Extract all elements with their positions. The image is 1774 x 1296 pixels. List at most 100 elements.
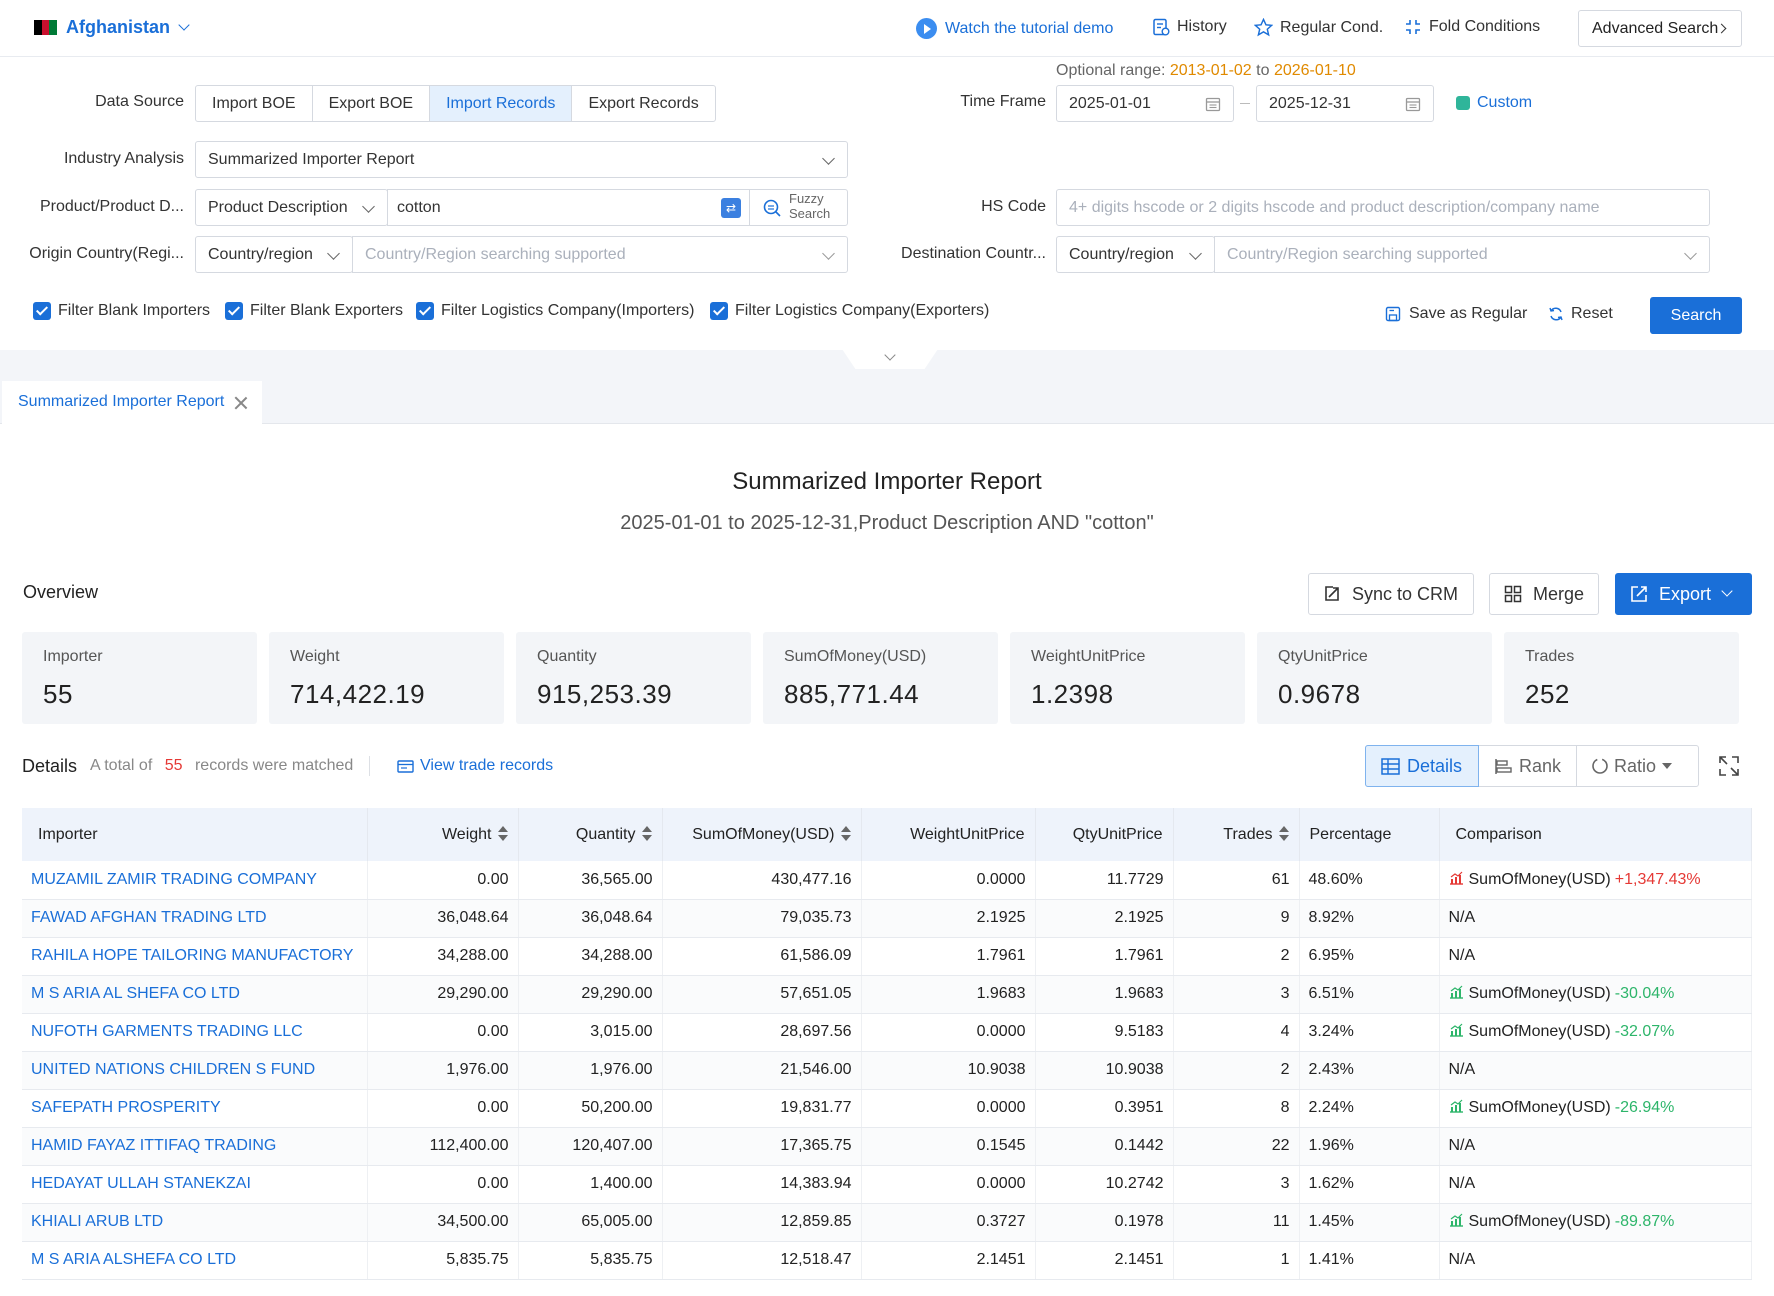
product-input[interactable]: cotton ⇄ [387, 189, 750, 226]
importer-link[interactable]: MUZAMIL ZAMIR TRADING COMPANY [22, 861, 368, 900]
importer-link[interactable]: HAMID FAYAZ ITTIFAQ TRADING [22, 1127, 368, 1166]
column-header-weight[interactable]: Weight [367, 808, 519, 861]
calendar-icon [1405, 97, 1421, 112]
card-title: QtyUnitPrice [1278, 648, 1368, 665]
data-source-label: Data Source [95, 93, 184, 110]
importer-link[interactable]: M S ARIA ALSHEFA CO LTD [22, 1241, 368, 1280]
importer-link[interactable]: M S ARIA AL SHEFA CO LTD [22, 975, 368, 1014]
importer-link[interactable]: RAHILA HOPE TAILORING MANUFACTORY [22, 937, 368, 976]
filter-logistics-importers-checkbox[interactable]: Filter Logistics Company(Importers) [416, 302, 694, 320]
table-row[interactable]: SAFEPATH PROSPERITY 0.00 50,200.00 19,831.7… [22, 1089, 1752, 1128]
industry-analysis-select[interactable]: Summarized Importer Report [195, 141, 848, 178]
percentage-cell: 1.96% [1299, 1127, 1440, 1166]
overview-card-sumofmoney: SumOfMoney(USD) 885,771.44 [763, 632, 998, 724]
checkbox-label: Filter Blank Exporters [250, 302, 403, 319]
trend-down-icon [1449, 1213, 1463, 1227]
origin-country-input[interactable]: Country/Region searching supported [352, 236, 848, 273]
table-row[interactable]: M S ARIA ALSHEFA CO LTD 5,835.75 5,835.75 1… [22, 1241, 1752, 1280]
importer-link[interactable]: SAFEPATH PROSPERITY [22, 1089, 368, 1128]
destination-country-input[interactable]: Country/Region searching supported [1214, 236, 1710, 273]
trades-cell: 2 [1173, 937, 1300, 976]
table-row[interactable]: HAMID FAYAZ ITTIFAQ TRADING 112,400.00 120… [22, 1127, 1752, 1166]
time-start-input[interactable]: 2025-01-01 [1056, 85, 1234, 122]
view-details-button[interactable]: Details [1365, 745, 1479, 787]
column-header-quantity[interactable]: Quantity [518, 808, 663, 861]
time-end-input[interactable]: 2025-12-31 [1256, 85, 1434, 122]
dest-type-select[interactable]: Country/region [1056, 236, 1215, 273]
comparison-label: SumOfMoney(USD) [1468, 985, 1611, 1002]
close-icon[interactable] [234, 396, 248, 410]
view-ratio-button[interactable]: Ratio [1577, 746, 1698, 786]
table-row[interactable]: M S ARIA AL SHEFA CO LTD 29,290.00 29,290.… [22, 975, 1752, 1014]
importer-link[interactable]: UNITED NATIONS CHILDREN S FUND [22, 1051, 368, 1090]
column-header-percentage: Percentage [1299, 808, 1440, 861]
table-row[interactable]: FAWAD AFGHAN TRADING LTD 36,048.64 36,048.… [22, 899, 1752, 938]
merge-button[interactable]: Merge [1489, 573, 1599, 615]
reset-button[interactable]: Reset [1548, 305, 1613, 323]
table-row[interactable]: RAHILA HOPE TAILORING MANUFACTORY 34,288.… [22, 937, 1752, 976]
chevron-down-icon [362, 200, 375, 213]
collapse-panel-toggle[interactable] [842, 349, 938, 369]
export-button[interactable]: Export [1615, 573, 1752, 615]
report-subtitle: 2025-01-01 to 2025-12-31,Product Descrip… [620, 512, 1154, 534]
tab-summarized-importer-report[interactable]: Summarized Importer Report [2, 381, 262, 425]
view-rank-button[interactable]: Rank [1479, 746, 1577, 786]
regular-conditions-button[interactable]: Regular Cond. [1254, 18, 1383, 37]
data-source-export-boe[interactable]: Export BOE [313, 86, 431, 121]
card-value: 1.2398 [1031, 679, 1114, 709]
weightunitprice-cell: 1.9683 [861, 975, 1036, 1014]
importer-link[interactable]: FAWAD AFGHAN TRADING LTD [22, 899, 368, 938]
comparison-cell: N/A [1439, 1241, 1752, 1280]
column-header-sumofmoney[interactable]: SumOfMoney(USD) [662, 808, 862, 861]
quantity-cell: 120,407.00 [518, 1127, 663, 1166]
importer-link[interactable]: HEDAYAT ULLAH STANEKZAI [22, 1165, 368, 1204]
overview-card-weight: Weight 714,422.19 [269, 632, 504, 724]
origin-placeholder: Country/Region searching supported [365, 246, 626, 263]
column-header-trades[interactable]: Trades [1173, 808, 1300, 861]
column-label: Quantity [575, 825, 636, 843]
save-as-regular-button[interactable]: Save as Regular [1385, 305, 1527, 323]
filter-logistics-exporters-checkbox[interactable]: Filter Logistics Company(Exporters) [710, 302, 989, 320]
tutorial-link[interactable]: Watch the tutorial demo [916, 18, 1113, 39]
filter-blank-exporters-checkbox[interactable]: Filter Blank Exporters [225, 302, 403, 320]
quantity-cell: 1,400.00 [518, 1165, 663, 1204]
percentage-cell: 2.43% [1299, 1051, 1440, 1090]
weight-cell: 5,835.75 [367, 1241, 519, 1280]
trend-down-icon [1449, 1023, 1463, 1037]
product-type-select[interactable]: Product Description [195, 189, 388, 226]
data-source-export-records[interactable]: Export Records [588, 95, 699, 112]
fold-conditions-button[interactable]: Fold Conditions [1404, 18, 1540, 36]
sort-icon[interactable] [1278, 826, 1289, 842]
table-row[interactable]: UNITED NATIONS CHILDREN S FUND 1,976.00 1,… [22, 1051, 1752, 1090]
filter-blank-importers-checkbox[interactable]: Filter Blank Importers [33, 302, 210, 320]
fuzzy-search-button[interactable]: Fuzzy Search [749, 189, 848, 226]
data-source-import-records[interactable]: Import Records [430, 86, 573, 121]
weight-cell: 0.00 [367, 1089, 519, 1128]
data-source-import-boe[interactable]: Import BOE [196, 86, 313, 121]
table-row[interactable]: MUZAMIL ZAMIR TRADING COMPANY 0.00 36,565.… [22, 861, 1752, 900]
sync-to-crm-button[interactable]: Sync to CRM [1308, 573, 1474, 615]
search-button[interactable]: Search [1650, 297, 1742, 334]
importer-link[interactable]: KHIALI ARUB LTD [22, 1203, 368, 1242]
importer-link[interactable]: NUFOTH GARMENTS TRADING LLC [22, 1013, 368, 1052]
sort-icon[interactable] [840, 826, 851, 842]
hs-code-input[interactable]: 4+ digits hscode or 2 digits hscode and … [1056, 189, 1710, 226]
table-row[interactable]: NUFOTH GARMENTS TRADING LLC 0.00 3,015.00 2… [22, 1013, 1752, 1052]
sumofmoney-cell: 17,365.75 [662, 1127, 862, 1166]
translate-icon[interactable]: ⇄ [721, 198, 741, 218]
top-bar: Afghanistan Watch the tutorial demo Hist… [0, 0, 1774, 57]
view-trade-records-link[interactable]: View trade records [397, 757, 553, 775]
history-button[interactable]: History [1152, 18, 1227, 36]
country-selector[interactable]: Afghanistan [34, 17, 190, 38]
fullscreen-icon[interactable] [1718, 755, 1740, 777]
table-row[interactable]: KHIALI ARUB LTD 34,500.00 65,005.00 12,859.… [22, 1203, 1752, 1242]
chevron-down-icon [1189, 247, 1202, 260]
chevron-down-icon [1721, 585, 1733, 597]
sort-icon[interactable] [641, 826, 652, 842]
table-row[interactable]: HEDAYAT ULLAH STANEKZAI 0.00 1,400.00 14,38… [22, 1165, 1752, 1204]
advanced-search-button[interactable]: Advanced Search [1578, 10, 1742, 47]
origin-type-select[interactable]: Country/region [195, 236, 353, 273]
sort-icon[interactable] [497, 826, 508, 842]
custom-button[interactable]: Custom [1456, 94, 1532, 112]
column-label: SumOfMoney(USD) [692, 825, 835, 843]
